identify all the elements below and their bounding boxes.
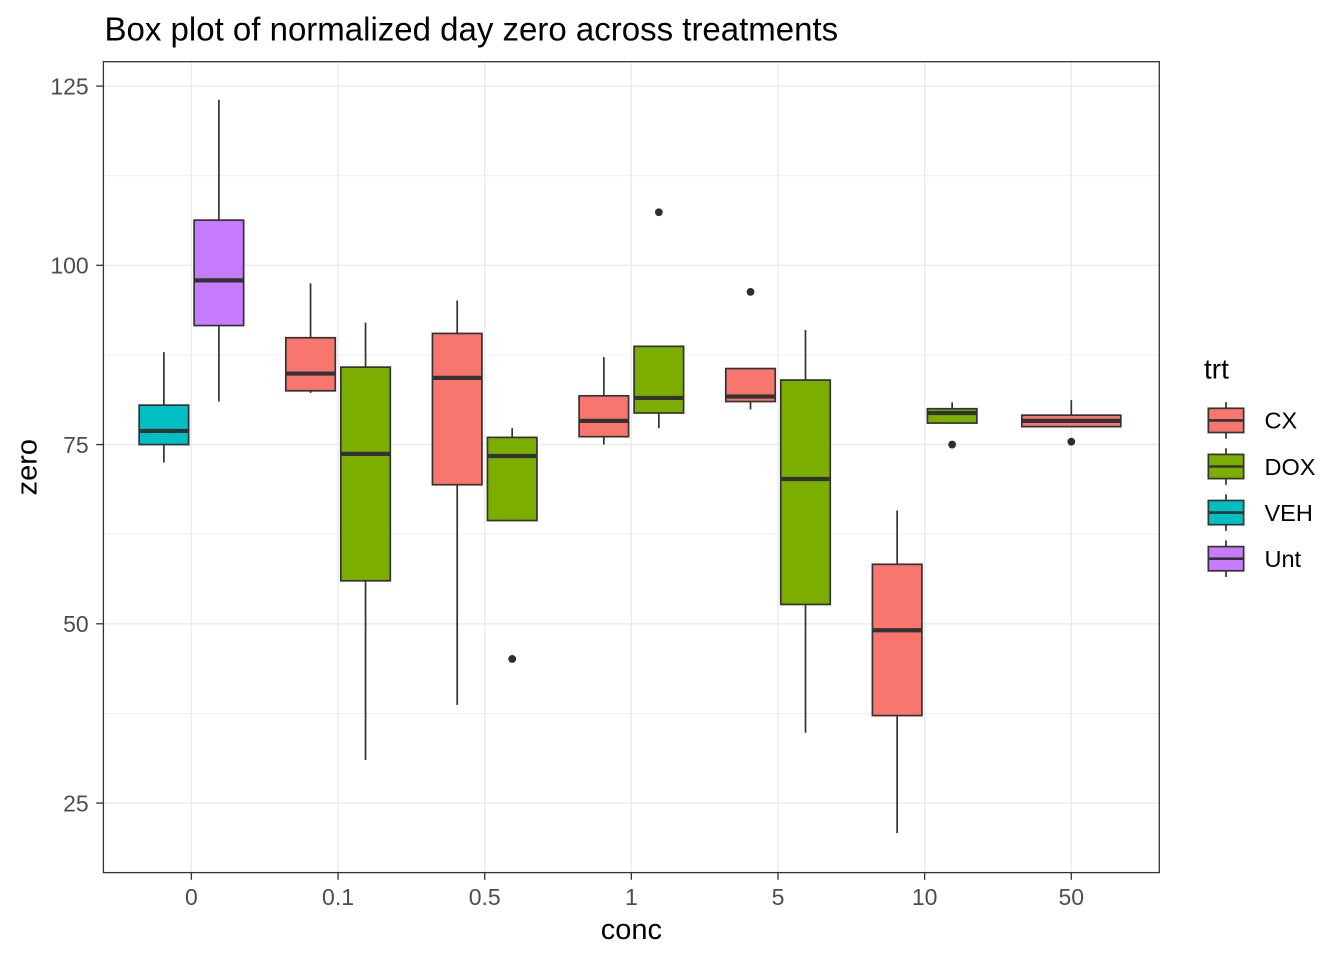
legend-item-VEH: VEH [1207, 494, 1313, 531]
box-5-CX [724, 287, 777, 410]
iqr-box [578, 394, 630, 438]
box-10-CX [871, 510, 923, 834]
y-axis-title: zero [12, 439, 44, 495]
iqr-box [633, 345, 685, 414]
x-tick-label: 0.1 [322, 884, 354, 910]
box-0.1-DOX [339, 322, 392, 761]
legend-item-Unt: Unt [1207, 540, 1302, 577]
iqr-box [284, 336, 337, 392]
iqr-box [871, 563, 923, 717]
y-axis-tick-labels: 25 50 75 100 125 [50, 73, 88, 816]
outlier-point [654, 208, 663, 217]
box-0.5-CX [431, 300, 483, 705]
box-50-CX [1020, 400, 1122, 446]
iqr-box [926, 407, 978, 424]
box-1-DOX [633, 208, 685, 429]
iqr-box [779, 379, 832, 606]
legend-item-label: VEH [1265, 500, 1313, 526]
legend-item-label: CX [1265, 408, 1298, 434]
box-10-DOX [926, 402, 978, 449]
y-tick-label: 75 [63, 432, 89, 458]
y-tick-label: 125 [50, 73, 88, 99]
outlier-point [948, 440, 957, 449]
x-tick-label: 50 [1059, 884, 1085, 910]
x-tick-label: 0 [185, 884, 198, 910]
box-1-CX [578, 357, 630, 445]
iqr-box [486, 436, 538, 522]
boxplot-glyphs [138, 99, 1122, 834]
iqr-box [193, 219, 245, 327]
y-tick-label: 25 [63, 790, 89, 816]
legend-item-DOX: DOX [1207, 448, 1316, 485]
outlier-point [1067, 437, 1076, 446]
x-tick-label: 5 [772, 884, 785, 910]
legend-items: CX DOX VEH Unt [1207, 402, 1316, 577]
x-axis-title: conc [601, 914, 662, 946]
plot-title: Box plot of normalized day zero across t… [105, 10, 839, 47]
y-tick-label: 50 [63, 611, 89, 637]
box-0-VEH [138, 352, 190, 463]
box-0.5-DOX [486, 428, 538, 663]
major-gridlines [103, 61, 1160, 873]
iqr-box [339, 366, 392, 582]
x-tick-label: 10 [912, 884, 938, 910]
outlier-point [746, 287, 755, 296]
legend-item-label: DOX [1265, 454, 1316, 480]
box-5-DOX [779, 329, 832, 733]
iqr-box [431, 332, 483, 486]
x-tick-label: 0.5 [469, 884, 501, 910]
y-tick-label: 100 [50, 253, 88, 279]
axis-tick-marks [96, 85, 1072, 880]
box-0.1-CX [284, 283, 337, 393]
x-axis-tick-labels: 0 0.1 0.5 1 5 10 50 [185, 884, 1084, 910]
x-tick-label: 1 [625, 884, 638, 910]
outlier-point [508, 655, 517, 663]
legend: trt CX DOX VEH Unt [1204, 353, 1316, 577]
legend-item-label: Unt [1265, 546, 1302, 572]
legend-item-CX: CX [1207, 402, 1298, 439]
legend-title: trt [1204, 353, 1229, 384]
iqr-box [138, 404, 190, 446]
box-0-Unt [193, 99, 245, 402]
